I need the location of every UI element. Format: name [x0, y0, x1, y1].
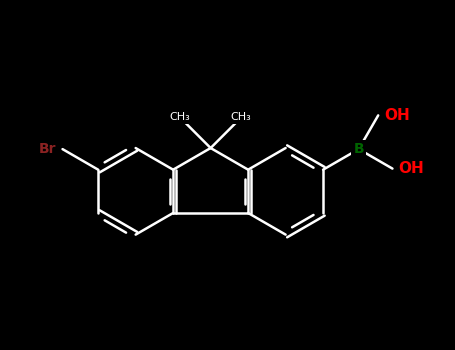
Text: OH: OH [399, 161, 425, 176]
Text: CH₃: CH₃ [231, 112, 252, 122]
Text: B: B [354, 142, 364, 156]
Text: OH: OH [384, 108, 410, 123]
Text: CH₃: CH₃ [170, 112, 190, 122]
Text: Br: Br [39, 142, 56, 156]
